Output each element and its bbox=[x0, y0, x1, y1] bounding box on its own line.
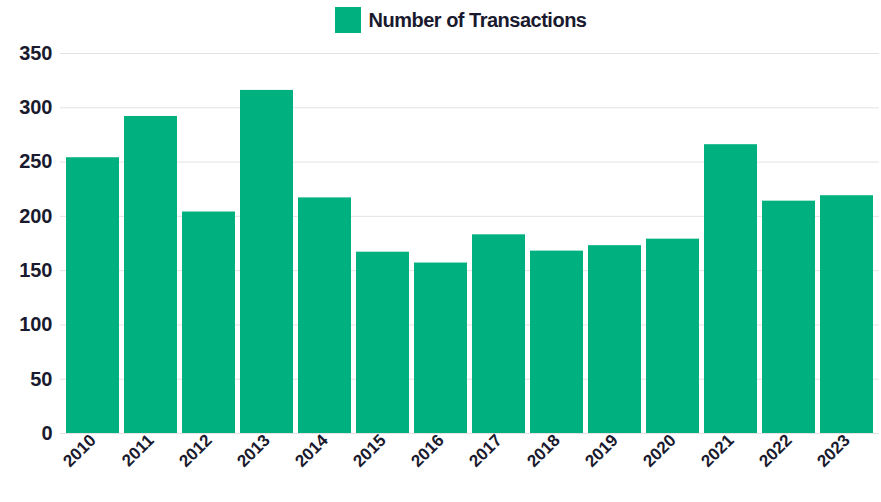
svg-text:2018: 2018 bbox=[523, 431, 563, 471]
html-text:Number of Transactions: Number of Transactions bbox=[368, 8, 587, 31]
svg-text:2019: 2019 bbox=[581, 431, 621, 471]
svg-text:2022: 2022 bbox=[755, 431, 795, 471]
svg-text:250: 250 bbox=[19, 150, 52, 172]
svg-text:2015: 2015 bbox=[349, 431, 389, 471]
svg-text:350: 350 bbox=[19, 42, 52, 64]
svg-text:50: 50 bbox=[30, 368, 52, 390]
svg-text:2023: 2023 bbox=[813, 431, 853, 471]
svg-text:100: 100 bbox=[19, 313, 52, 335]
svg-text:150: 150 bbox=[19, 259, 52, 281]
svg-text:2016: 2016 bbox=[407, 431, 447, 471]
svg-text:2017: 2017 bbox=[465, 431, 505, 471]
svg-text:2012: 2012 bbox=[175, 431, 215, 471]
svg-text:2014: 2014 bbox=[291, 430, 332, 471]
svg-text:200: 200 bbox=[19, 205, 52, 227]
svg-text:2010: 2010 bbox=[59, 431, 99, 471]
svg-text:2021: 2021 bbox=[697, 431, 737, 471]
svg-text:0: 0 bbox=[41, 422, 52, 444]
svg-text:2013: 2013 bbox=[233, 431, 273, 471]
svg-text:300: 300 bbox=[19, 96, 52, 118]
svg-text:2011: 2011 bbox=[118, 431, 158, 471]
svg-text:2020: 2020 bbox=[639, 431, 679, 471]
